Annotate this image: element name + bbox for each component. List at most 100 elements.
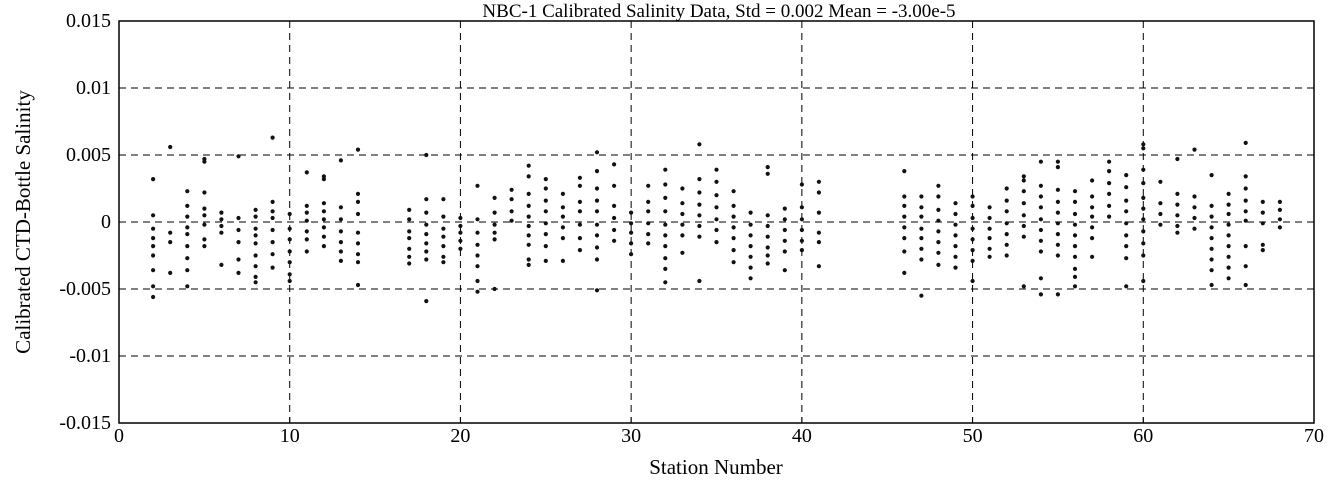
data-point — [816, 264, 822, 269]
data-point — [219, 217, 224, 222]
data-point — [1124, 173, 1129, 178]
data-point — [424, 222, 429, 227]
data-point — [1226, 265, 1231, 270]
x-axis: 0 10 20 30 40 50 60 70 — [114, 417, 1324, 447]
data-point — [697, 234, 702, 239]
data-point — [594, 198, 600, 203]
data-point — [1072, 189, 1078, 194]
data-point — [185, 256, 190, 261]
data-point — [1004, 186, 1009, 191]
data-point — [287, 237, 292, 242]
data-point — [338, 158, 343, 163]
data-point — [526, 233, 531, 238]
data-point — [970, 248, 975, 253]
data-point — [543, 177, 548, 182]
data-point — [492, 210, 497, 215]
data-point — [953, 265, 958, 270]
data-point — [1158, 211, 1163, 217]
data-point — [321, 217, 326, 222]
data-point — [253, 253, 258, 258]
data-point — [526, 223, 531, 229]
data-point — [1209, 268, 1214, 273]
data-point — [765, 245, 770, 250]
data-point — [1141, 146, 1146, 151]
data-point — [953, 254, 958, 259]
data-point — [680, 222, 685, 227]
data-point — [270, 199, 275, 204]
data-point — [236, 270, 241, 275]
data-point — [1209, 246, 1214, 251]
data-point — [270, 265, 275, 270]
data-point — [1072, 284, 1078, 289]
data-point — [1141, 206, 1146, 211]
data-point — [526, 203, 531, 208]
data-point — [1141, 167, 1146, 172]
data-point — [936, 194, 941, 199]
data-point — [424, 257, 429, 262]
data-point — [799, 227, 805, 233]
data-point — [1226, 254, 1231, 259]
x-tick-label: 10 — [280, 425, 300, 447]
data-point — [1038, 249, 1043, 254]
data-point — [1055, 187, 1060, 192]
data-point — [202, 159, 207, 164]
data-point — [1090, 205, 1095, 210]
data-point — [714, 167, 719, 172]
data-point — [1038, 183, 1043, 188]
data-point — [1124, 221, 1129, 226]
data-point — [560, 191, 566, 196]
data-point — [202, 237, 207, 242]
data-point — [1226, 233, 1231, 238]
data-point — [1192, 226, 1197, 231]
x-tick-label: 40 — [792, 425, 812, 447]
data-point — [663, 244, 668, 249]
data-point — [338, 240, 343, 245]
data-point — [270, 209, 275, 214]
y-tick-label: -0.015 — [59, 412, 111, 434]
data-point — [799, 217, 805, 222]
data-point — [919, 226, 924, 231]
data-point — [1192, 194, 1197, 199]
data-point — [492, 237, 497, 242]
data-point — [492, 222, 497, 227]
data-point — [475, 264, 480, 269]
data-point — [1021, 189, 1026, 194]
data-point — [185, 203, 190, 208]
data-point — [731, 248, 736, 253]
data-point — [1141, 253, 1146, 258]
x-axis-label: Station Number — [649, 455, 783, 479]
data-point — [253, 207, 258, 212]
data-point — [1021, 174, 1026, 179]
data-point — [407, 229, 412, 234]
data-point — [1260, 248, 1265, 253]
grid — [119, 21, 1314, 423]
data-point — [1277, 217, 1282, 222]
data-point — [441, 244, 446, 249]
data-point — [1243, 198, 1248, 203]
data-point — [560, 225, 566, 230]
data-point — [543, 232, 548, 237]
data-point — [441, 214, 446, 219]
data-point — [629, 230, 634, 235]
data-point — [1055, 232, 1060, 237]
x-tick-label: 0 — [114, 425, 124, 447]
data-point — [441, 197, 446, 202]
data-point — [543, 186, 548, 191]
data-point — [475, 278, 480, 284]
data-point — [902, 214, 907, 219]
data-point — [1090, 254, 1095, 259]
data-point — [748, 244, 753, 249]
data-point — [629, 221, 634, 226]
data-point — [816, 179, 822, 184]
data-point — [765, 213, 770, 218]
data-point — [714, 205, 719, 210]
data-point — [987, 246, 992, 251]
data-point — [270, 227, 275, 233]
data-point — [782, 268, 787, 273]
data-point — [1243, 218, 1248, 223]
data-point — [1158, 179, 1163, 184]
data-point — [1004, 209, 1009, 214]
data-point — [1090, 214, 1095, 219]
data-point — [560, 258, 566, 263]
data-point — [475, 217, 480, 222]
